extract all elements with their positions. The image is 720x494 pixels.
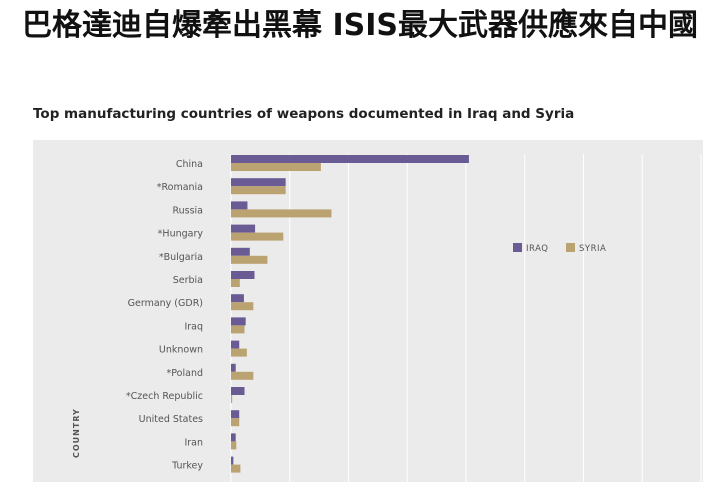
bar-syria	[231, 348, 247, 357]
bar-iraq	[231, 294, 244, 303]
legend-swatch-iraq	[513, 243, 522, 252]
chart-panel	[33, 140, 703, 482]
bar-syria	[231, 371, 254, 380]
category-label: Unknown	[159, 345, 203, 356]
category-label: United States	[139, 414, 203, 425]
bar-iraq	[231, 271, 255, 279]
category-label: Germany (GDR)	[128, 298, 203, 309]
bar-iraq	[231, 224, 256, 233]
bar-syria	[231, 325, 245, 334]
category-label: *Romania	[157, 182, 203, 193]
category-label: *Bulgaria	[159, 252, 203, 263]
category-label: *Czech Republic	[126, 391, 203, 402]
bar-iraq	[231, 340, 240, 349]
bar-syria	[231, 302, 254, 311]
bar-syria	[231, 186, 286, 195]
category-label: Turkey	[171, 461, 203, 472]
bar-chart: China *Romania Russia *Hungary *Bulgaria Serb…	[33, 140, 703, 482]
article-headline: 巴格達迪自爆牽出黑幕 ISIS最大武器供應來自中國	[22, 8, 698, 43]
category-label: *Poland	[167, 368, 203, 379]
bar-syria	[231, 395, 233, 403]
bar-syria	[231, 255, 268, 264]
bar-iraq	[231, 456, 234, 465]
category-label: China	[176, 159, 203, 170]
legend-label: SYRIA	[579, 244, 606, 254]
y-axis-label: COUNTRY	[72, 408, 81, 458]
bar-iraq	[231, 247, 250, 256]
legend-label: IRAQ	[526, 244, 548, 254]
category-label: Iraq	[184, 321, 203, 332]
bar-iraq	[231, 155, 469, 163]
category-labels: China *Romania Russia *Hungary *Bulgaria Serb…	[126, 159, 203, 472]
bar-iraq	[231, 317, 246, 326]
bar-syria	[231, 232, 284, 241]
bar-iraq	[231, 433, 236, 442]
chart-legend: IRAQ SYRIA	[513, 243, 606, 254]
chart-grid	[230, 154, 702, 482]
bar-iraq	[231, 363, 236, 372]
legend-swatch-syria	[566, 243, 575, 252]
chart-title: Top manufacturing countries of weapons d…	[33, 106, 575, 122]
bar-syria	[231, 418, 240, 427]
category-label: *Hungary	[158, 229, 204, 240]
bar-iraq	[231, 387, 245, 395]
bar-syria	[231, 163, 321, 171]
bar-syria	[231, 464, 241, 473]
bar-iraq	[231, 410, 240, 419]
bar-iraq	[231, 178, 286, 187]
bar-syria	[231, 209, 332, 218]
bar-syria	[231, 279, 240, 287]
category-label: Serbia	[173, 275, 203, 286]
category-label: Russia	[172, 205, 203, 216]
bar-syria	[231, 441, 237, 450]
bar-iraq	[231, 201, 248, 210]
bars	[231, 155, 469, 473]
category-label: Iran	[184, 437, 203, 448]
